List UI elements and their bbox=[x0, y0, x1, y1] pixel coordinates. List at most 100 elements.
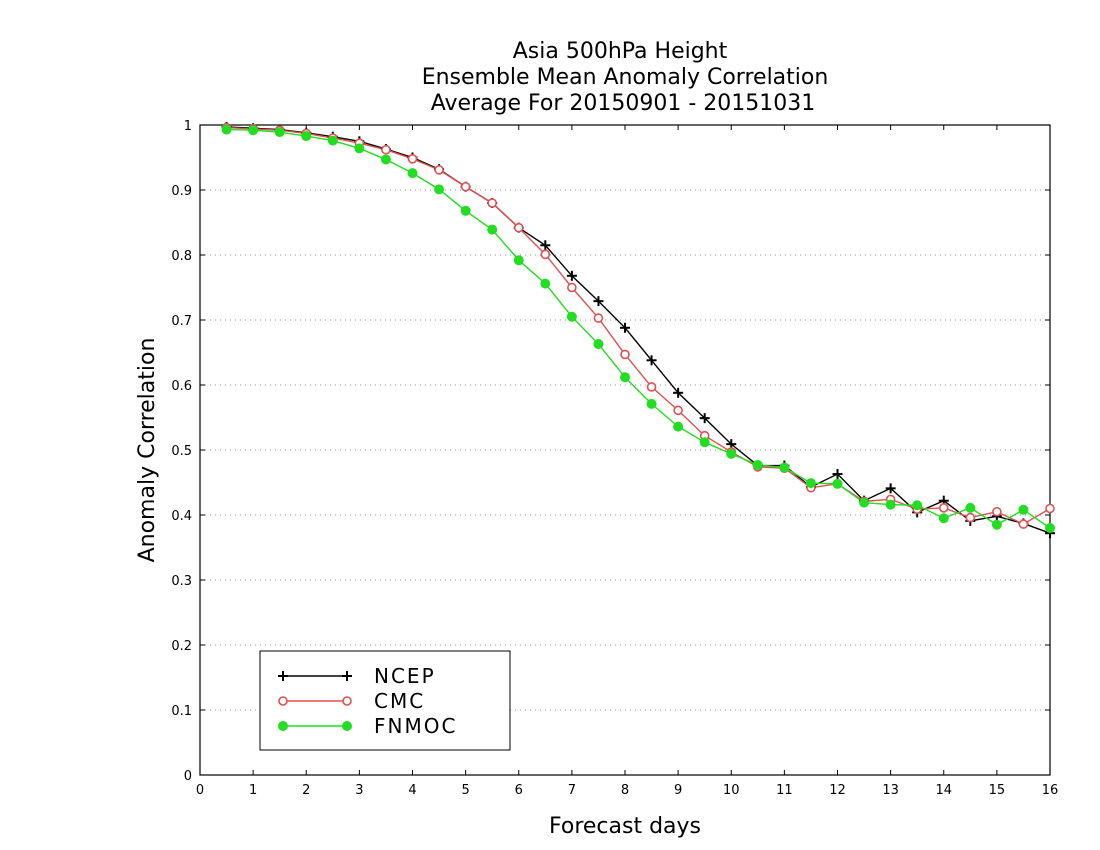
legend-marker-cmc bbox=[342, 696, 352, 706]
data-point-fnmoc bbox=[859, 497, 870, 508]
x-tick-label: 9 bbox=[674, 783, 682, 798]
data-point-cmc bbox=[407, 154, 418, 164]
data-point-fnmoc bbox=[274, 127, 285, 138]
data-point-fnmoc bbox=[832, 478, 843, 489]
data-point-fnmoc bbox=[593, 339, 604, 350]
data-point-cmc bbox=[965, 512, 976, 523]
data-point-cmc bbox=[1045, 503, 1055, 514]
series-group bbox=[221, 121, 1055, 539]
data-point-fnmoc bbox=[805, 478, 816, 489]
data-point-cmc bbox=[434, 165, 444, 175]
data-point-cmc bbox=[381, 144, 391, 155]
x-tick-label: 14 bbox=[935, 783, 952, 798]
data-point-fnmoc bbox=[460, 205, 471, 216]
data-point-fnmoc bbox=[566, 311, 577, 322]
data-point-cmc bbox=[567, 282, 577, 293]
legend-marker-fnmoc bbox=[278, 721, 288, 731]
data-point-cmc bbox=[540, 249, 551, 260]
data-point-fnmoc bbox=[434, 184, 445, 195]
x-tick-label: 13 bbox=[882, 783, 899, 798]
data-point-ncep bbox=[699, 413, 710, 424]
data-point-ncep bbox=[620, 322, 630, 333]
legend-marker-cmc bbox=[278, 696, 288, 706]
data-point-ncep bbox=[885, 483, 896, 494]
x-tick-label: 6 bbox=[515, 783, 523, 798]
data-point-fnmoc bbox=[673, 421, 684, 432]
data-point-fnmoc bbox=[540, 278, 551, 289]
x-tick-label: 12 bbox=[829, 783, 846, 798]
data-point-fnmoc bbox=[779, 462, 790, 473]
data-point-fnmoc bbox=[699, 437, 710, 448]
series-line-cmc bbox=[226, 126, 1051, 525]
data-point-ncep bbox=[566, 270, 577, 281]
data-point-fnmoc bbox=[301, 131, 312, 142]
legend-label-cmc: CMC bbox=[374, 689, 425, 713]
chart-title: Asia 500hPa Height Ensemble Mean Anomaly… bbox=[422, 39, 829, 116]
data-point-fnmoc bbox=[380, 154, 391, 165]
legend-label-fnmoc: FNMOC bbox=[374, 714, 457, 738]
y-tick-label: 0.4 bbox=[171, 509, 192, 524]
data-point-fnmoc bbox=[646, 398, 657, 409]
data-point-cmc bbox=[620, 349, 630, 360]
data-point-ncep bbox=[540, 240, 551, 251]
y-axis-label: Anomaly Correlation bbox=[135, 338, 160, 563]
x-tick-label: 15 bbox=[989, 783, 1006, 798]
y-tick-label: 0.8 bbox=[171, 249, 192, 264]
legend-marker-ncep bbox=[278, 671, 288, 681]
data-point-cmc bbox=[1018, 519, 1029, 529]
y-tick-label: 0 bbox=[184, 769, 192, 784]
data-point-fnmoc bbox=[620, 372, 630, 383]
data-point-fnmoc bbox=[354, 143, 365, 154]
x-axis-label: Forecast days bbox=[549, 814, 701, 839]
data-point-cmc bbox=[460, 181, 471, 192]
chart-title-line-3: Average For 20150901 - 20151031 bbox=[431, 91, 816, 116]
x-tick-label: 2 bbox=[302, 783, 310, 798]
y-tick-label: 0.7 bbox=[171, 314, 192, 329]
data-point-fnmoc bbox=[885, 499, 896, 510]
data-point-cmc bbox=[513, 222, 524, 233]
y-tick-label: 0.1 bbox=[171, 704, 192, 719]
data-point-ncep bbox=[673, 387, 684, 398]
data-point-cmc bbox=[646, 382, 657, 392]
data-point-fnmoc bbox=[221, 124, 232, 135]
legend-label-ncep: NCEP bbox=[374, 664, 436, 688]
y-tick-label: 0.9 bbox=[171, 184, 192, 199]
x-tick-label: 11 bbox=[776, 783, 793, 798]
x-tick-label: 8 bbox=[621, 783, 629, 798]
series-line-fnmoc bbox=[226, 128, 1051, 529]
x-tick-label: 7 bbox=[568, 783, 576, 798]
y-tick-label: 0.6 bbox=[171, 379, 192, 394]
x-tick-label: 4 bbox=[408, 783, 416, 798]
data-point-ncep bbox=[646, 355, 657, 366]
data-point-cmc bbox=[938, 503, 949, 513]
x-tick-label: 10 bbox=[723, 783, 740, 798]
data-point-fnmoc bbox=[938, 513, 949, 524]
data-point-fnmoc bbox=[752, 459, 763, 470]
data-point-fnmoc bbox=[991, 519, 1002, 530]
data-point-fnmoc bbox=[487, 224, 498, 235]
data-point-fnmoc bbox=[726, 448, 737, 459]
data-point-fnmoc bbox=[1045, 523, 1055, 533]
legend-marker-fnmoc bbox=[342, 721, 352, 731]
data-point-cmc bbox=[593, 313, 604, 323]
data-point-cmc bbox=[992, 506, 1002, 517]
data-point-fnmoc bbox=[1018, 504, 1029, 515]
x-tick-label: 5 bbox=[461, 783, 469, 798]
data-point-ncep bbox=[593, 296, 604, 307]
x-tick-label: 16 bbox=[1042, 783, 1059, 798]
data-point-fnmoc bbox=[912, 500, 923, 511]
data-point-fnmoc bbox=[407, 168, 418, 179]
axis-ticks: 00.10.20.30.40.50.60.70.80.910 1 2 3 4 5 6 7 8 9 1… bbox=[171, 119, 1058, 798]
chart-title-line-1: Asia 500hPa Height bbox=[513, 39, 728, 64]
data-point-fnmoc bbox=[513, 255, 524, 266]
y-tick-label: 1 bbox=[184, 119, 192, 134]
legend-marker-ncep bbox=[342, 671, 352, 681]
y-tick-label: 0.5 bbox=[171, 444, 192, 459]
data-point-fnmoc bbox=[965, 502, 976, 513]
data-point-cmc bbox=[673, 405, 683, 416]
x-tick-label: 3 bbox=[355, 783, 363, 798]
y-tick-label: 0.2 bbox=[171, 639, 192, 654]
y-tick-label: 0.3 bbox=[171, 574, 192, 589]
